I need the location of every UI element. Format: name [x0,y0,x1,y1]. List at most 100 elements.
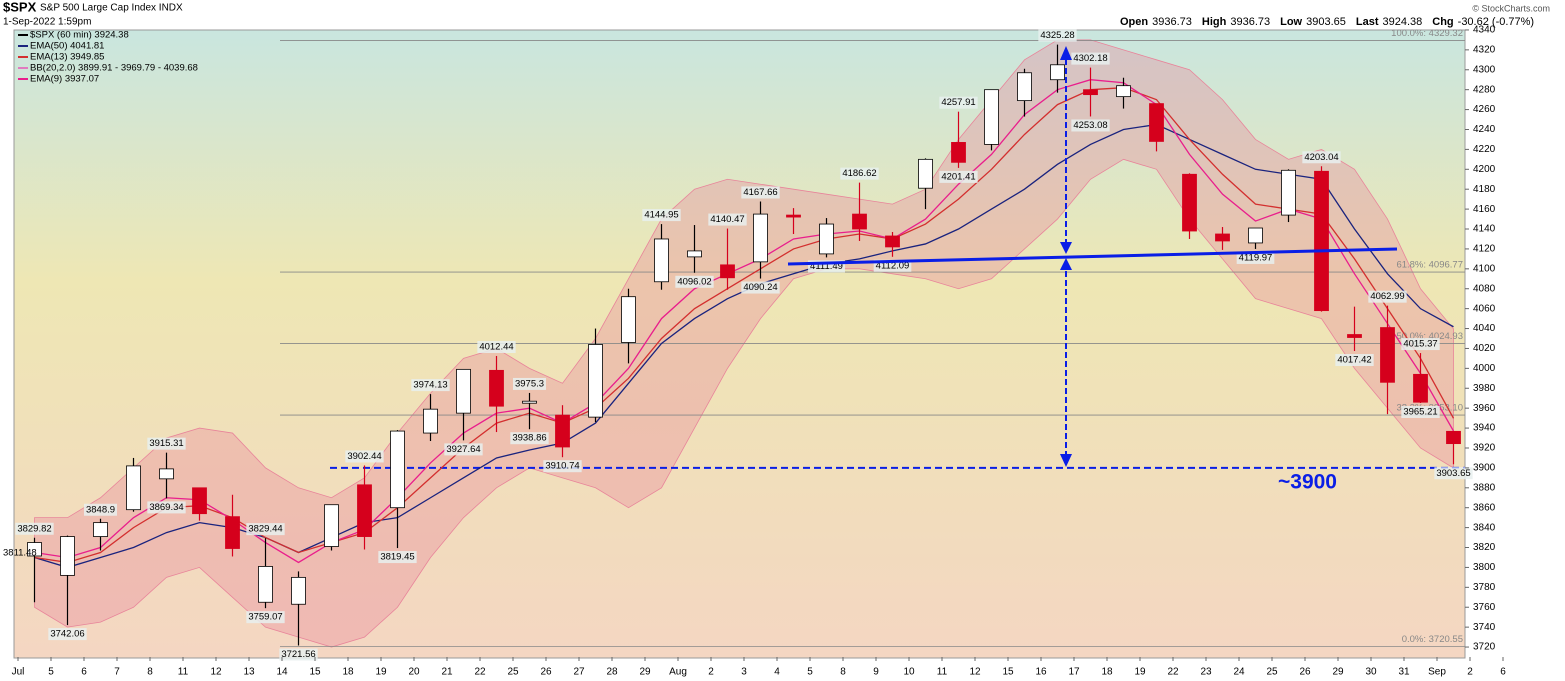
price-label-box [411,379,450,392]
price-label-box [675,275,714,288]
price-label: 3965.21 [1403,407,1437,418]
price-label-box [1434,467,1473,480]
x-tick-label: Jul [12,667,25,678]
quote: Open 3936.73 High 3936.73 Low 3903.65 Last 3924… [1120,16,1534,28]
ema-line [34,79,1455,564]
y-tick-label: 4160 [1473,204,1496,215]
candle-body [687,250,702,258]
price-label-box [510,432,549,445]
price-label-box [708,213,747,226]
candle-body [357,484,372,537]
price-label-box [15,522,54,535]
candle-body [1149,103,1164,142]
price-label: 4112.09 [876,260,910,271]
y-tick-label: 4060 [1473,303,1496,314]
price-label: 3848.9 [86,504,115,515]
candle-body [1017,72,1032,102]
x-tick-label: 8 [147,667,153,678]
x-tick-label: 12 [210,667,222,678]
price-label: 3903.65 [1436,468,1470,479]
price-label: 3869.34 [149,502,183,513]
x-tick-label: 18 [1101,667,1113,678]
candle-body [555,414,570,448]
y-tick-label: 4100 [1473,263,1496,274]
x-tick-label: 6 [81,667,87,678]
x-tick-label: 19 [375,667,387,678]
candle-body [984,89,999,145]
candle-body [159,468,174,480]
x-tick-label: 25 [507,667,519,678]
quote-label: Open [1120,16,1148,28]
price-label-box [246,611,285,624]
y-tick-label: 4240 [1473,124,1496,135]
trend-line [787,247,1398,266]
price-label-box [83,503,118,516]
price-label-box [345,450,384,463]
price-label-box [1071,119,1110,132]
index-name: S&P 500 Large Cap Index INDX [40,3,183,14]
candle-body [27,542,42,557]
x-tick-label: 12 [969,667,981,678]
y-tick-label: 4340 [1473,25,1496,36]
price-label: 3915.31 [149,438,183,449]
price-label: 3819.45 [380,552,414,563]
price-label: 3910.74 [545,461,579,472]
quote-label: Low [1280,16,1302,28]
price-label-box [147,501,186,514]
candle-body [1380,327,1395,383]
price-label-box [543,460,582,473]
candle-body [1182,173,1197,232]
x-tick-label: 26 [540,667,552,678]
y-tick-label: 3960 [1473,403,1496,414]
x-tick-label: 15 [1002,667,1014,678]
legend-text: EMA(13) 3949.85 [30,52,104,63]
y-tick-label: 4020 [1473,343,1496,354]
legend-text: EMA(50) 4041.81 [30,41,104,52]
price-label: 3938.86 [512,433,546,444]
price-label-box [279,648,318,661]
price-label: 4015.37 [1403,339,1437,350]
price-label: 4253.08 [1073,120,1107,131]
price-label: 4062.99 [1370,291,1404,302]
price-label-box [1401,338,1440,351]
candle-body [1215,233,1230,242]
x-tick-label: 29 [639,667,651,678]
price-label: 4017.42 [1337,355,1371,366]
x-tick-label: 30 [1365,667,1377,678]
quote-label: Chg [1432,16,1453,28]
fib-label: 0.0%: 3720.55 [1402,634,1463,645]
y-tick-label: 3880 [1473,482,1496,493]
price-label-box [1302,151,1341,164]
y-tick-label: 4000 [1473,363,1496,374]
price-label-box [48,628,87,641]
price-label-box [1071,52,1110,65]
candle-body [918,158,933,189]
y-tick-label: 4300 [1473,64,1496,75]
candle-body [291,576,306,605]
candle-body [390,430,405,509]
quote-value: 3936.73 [1230,16,1270,28]
x-tick-label: 14 [276,667,288,678]
candle-body [588,344,603,418]
price-label-box [1401,405,1440,418]
price-label: 4012.44 [479,341,513,352]
x-tick-label: 29 [1332,667,1344,678]
y-tick-label: 4140 [1473,224,1496,235]
y-tick-label: 4180 [1473,184,1496,195]
candle-body [753,213,768,263]
y-tick-label: 4200 [1473,164,1496,175]
price-label: 3927.64 [446,444,480,455]
price-label-box [642,209,681,222]
x-tick-label: 4 [774,667,780,678]
price-label: 4302.18 [1073,53,1107,64]
quote-value: 3936.73 [1152,16,1192,28]
symbol: $SPX [3,0,37,14]
x-tick-label: 5 [48,667,54,678]
y-tick-label: 3940 [1473,423,1496,434]
x-tick-label: 28 [606,667,618,678]
price-label-box [444,443,483,456]
price-label-box [378,551,417,564]
y-tick-label: 3780 [1473,582,1496,593]
x-tick-label: 22 [1167,667,1179,678]
